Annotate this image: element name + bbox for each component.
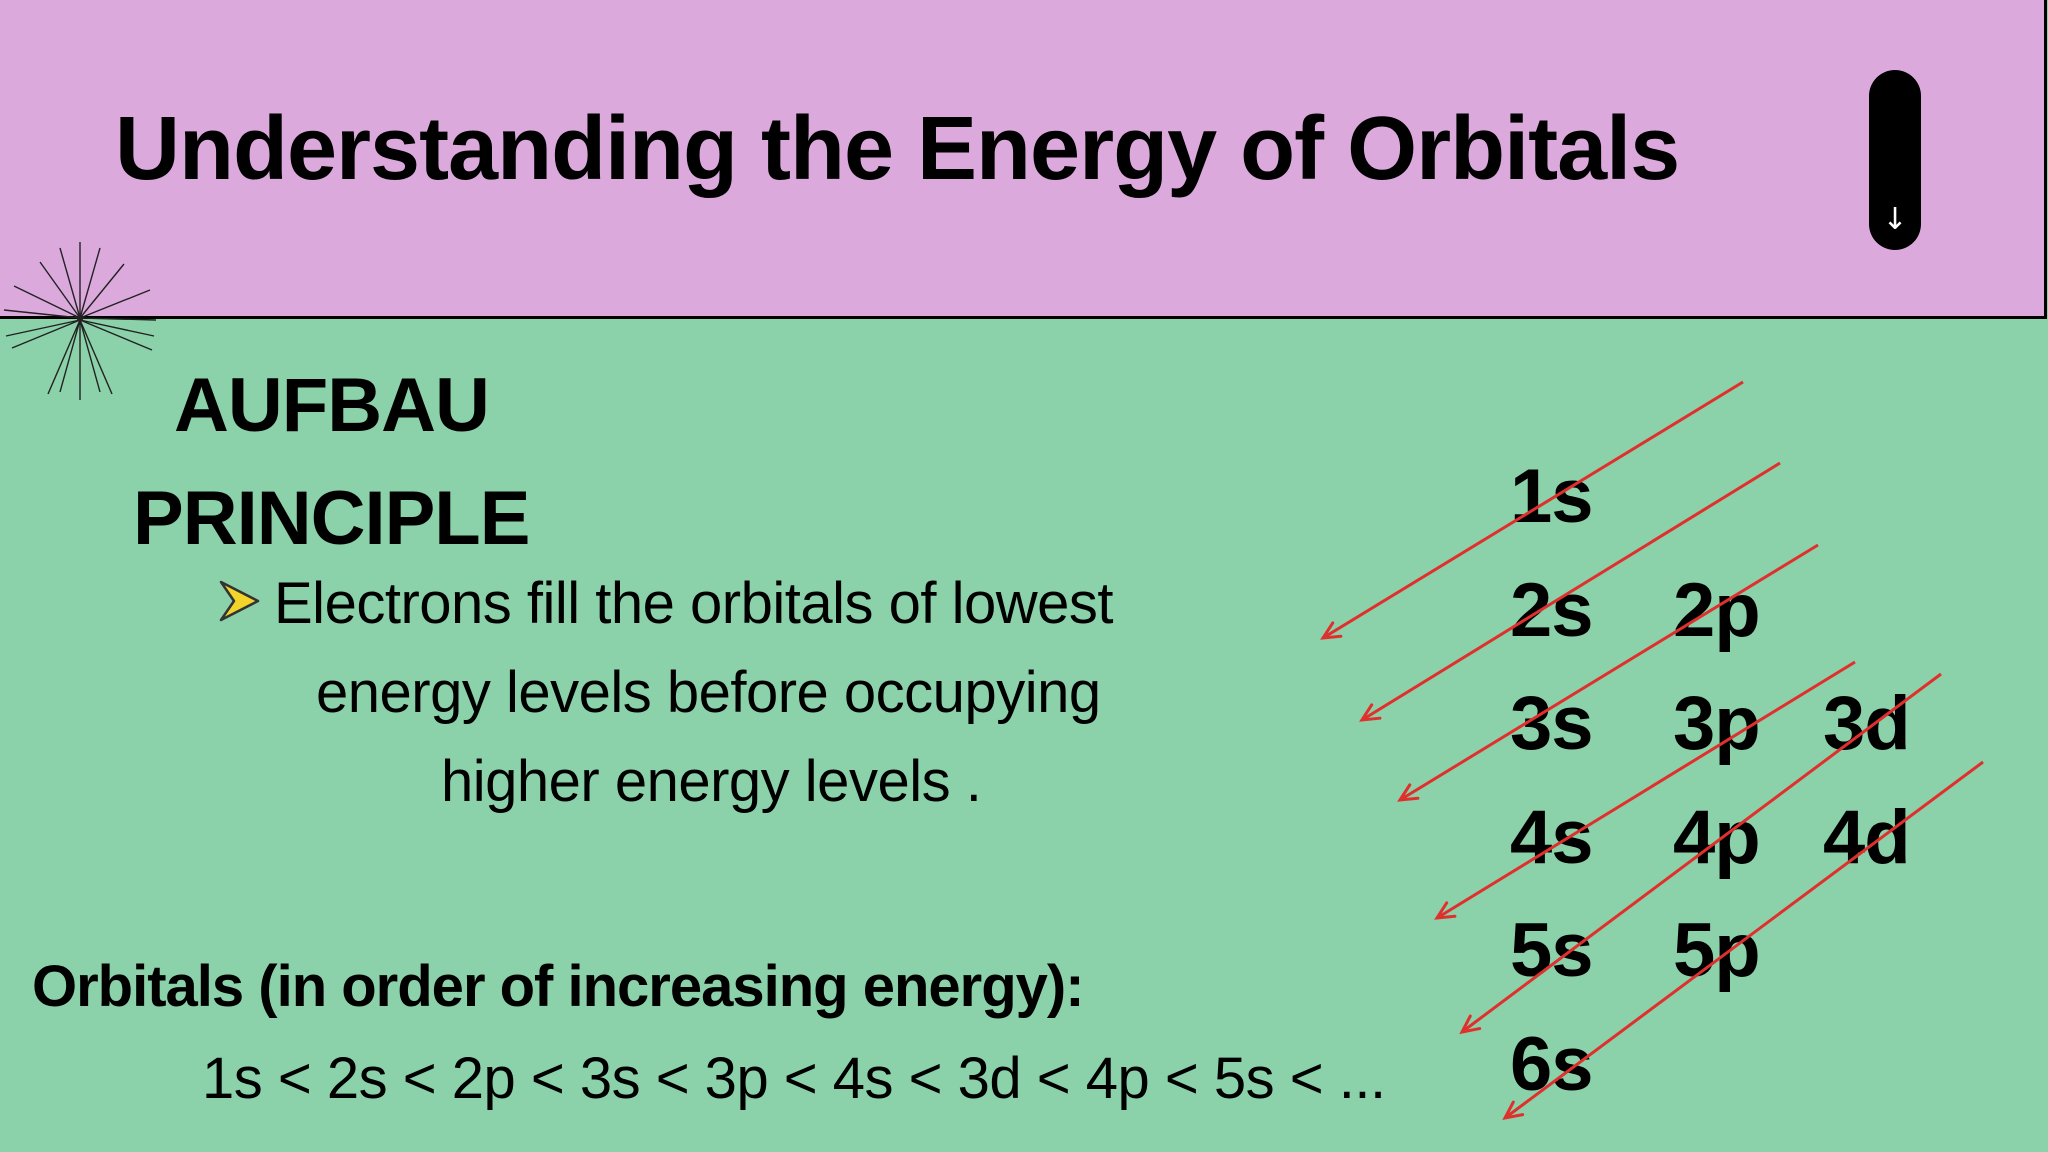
- arrowhead-6: [1502, 1100, 1525, 1121]
- arrowhead-5: [1459, 1014, 1482, 1035]
- principle-text-line2: energy levels before occupying: [316, 660, 1101, 725]
- chevron-right-icon: [219, 580, 260, 622]
- orbital-4d: 4d: [1823, 794, 1911, 880]
- orbital-order-label: Orbitals (in order of increasing energy)…: [32, 954, 1085, 1019]
- title-banner: Understanding the Energy of Orbitals ↓: [0, 0, 2047, 319]
- filling-arrow-4: [1436, 660, 1856, 920]
- filling-arrow-6: [1504, 760, 1984, 1120]
- orbital-3d: 3d: [1823, 681, 1911, 766]
- orbital-4s: 4s: [1510, 794, 1594, 880]
- orbital-order-sequence: 1s < 2s < 2p < 3s < 3p < 4s < 3d < 4p < …: [202, 1046, 1386, 1111]
- orbital-5p: 5p: [1673, 908, 1761, 993]
- principle-text-line3: higher energy levels .: [441, 749, 982, 814]
- scroll-down-button[interactable]: ↓: [1869, 70, 1921, 250]
- filling-arrow-2: [1361, 461, 1781, 722]
- orbital-3p: 3p: [1673, 681, 1761, 766]
- arrowhead-3: [1397, 783, 1420, 802]
- arrow-down-icon: ↓: [1882, 202, 1908, 237]
- filling-arrow-3: [1399, 543, 1819, 802]
- arrowhead-4: [1434, 901, 1457, 920]
- sparkle-burst-icon: [3, 242, 157, 400]
- arrowhead-1: [1320, 621, 1343, 640]
- orbital-2p: 2p: [1673, 567, 1761, 653]
- page-title: Understanding the Energy of Orbitals: [115, 99, 1680, 199]
- principle-text-line1: Electrons fill the orbitals of lowest: [274, 571, 1113, 636]
- filling-arrow-5: [1461, 672, 1942, 1034]
- principle-heading-line2: PRINCIPLE: [133, 476, 530, 561]
- orbital-1s: 1s: [1510, 454, 1594, 539]
- arrowhead-2: [1359, 703, 1382, 722]
- filling-arrow-1: [1322, 380, 1744, 640]
- principle-heading-line1: AUFBAU: [174, 363, 490, 448]
- orbital-5s: 5s: [1510, 908, 1594, 993]
